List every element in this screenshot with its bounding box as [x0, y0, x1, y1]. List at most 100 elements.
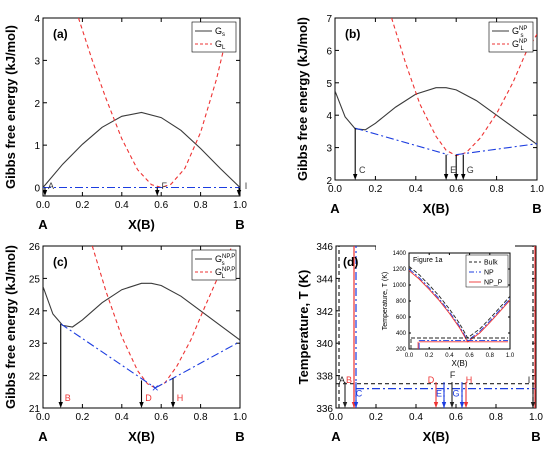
y-tick-label: 22 — [29, 372, 41, 383]
phase-point-label: G — [452, 389, 459, 399]
x-tick-label: 1.0 — [506, 353, 515, 359]
legend-box — [488, 21, 534, 53]
panel-label: (b) — [345, 27, 360, 41]
legend-label: GNP L — [512, 39, 527, 52]
y-tick-label: 24 — [29, 307, 41, 318]
drop-arrowhead — [443, 174, 449, 180]
tangent-point-marker: × — [152, 381, 159, 395]
drop-arrowhead — [461, 174, 466, 180]
legend-label: GL — [215, 39, 226, 51]
drop-label: C — [359, 165, 366, 175]
series-line-np_p — [409, 270, 510, 343]
y-axis-label: Gibbs free energy (kJ/mol) — [3, 25, 18, 189]
series-line-solid — [43, 282, 240, 341]
phase-point-label: I — [528, 375, 531, 385]
series-line-solid — [43, 111, 240, 188]
x-tick-label: 0.8 — [194, 412, 208, 423]
x-tick-label: 0.8 — [486, 353, 495, 359]
x-tick-label: 0.0 — [36, 412, 50, 423]
legend-label-sup: NP — [519, 26, 527, 32]
drop-arrowhead — [170, 402, 176, 408]
legend-label-sup: NP,P — [222, 267, 235, 273]
drop-arrowhead — [454, 174, 459, 180]
y-axis-label: Gibbs free energy (kJ/mol) — [3, 245, 18, 409]
y-tick-label: 340 — [316, 339, 333, 350]
y-tick-label: 4 — [34, 14, 40, 25]
drop-label: D — [145, 393, 152, 403]
x-tick-label: 0.6 — [154, 412, 168, 423]
phase-point-label: E — [436, 389, 442, 399]
y-tick-label: 1000 — [393, 283, 407, 289]
x-axis-label: X(B) — [128, 217, 155, 232]
x-tick-label: 0.6 — [465, 353, 474, 359]
x-axis-label: X(B) — [128, 429, 155, 444]
drop-arrowhead — [463, 402, 469, 408]
drop-label: H — [177, 393, 184, 403]
y-tick-label: 6 — [326, 46, 332, 57]
y-tick-label: 1 — [34, 141, 40, 152]
y-tick-label: 2 — [326, 176, 332, 187]
panel-label: (a) — [53, 27, 68, 41]
x-tick-label: 1.0 — [233, 200, 247, 211]
inset-legend-label: NP — [484, 270, 494, 277]
y-tick-label: 800 — [396, 299, 407, 305]
x-tick-label: 1.0 — [529, 412, 543, 423]
chart-panel-b: 0.0 0.2 0.4 0.6 0.8 1.0 2 3 4 5 6 7 X(B) Gibbs free e… — [295, 14, 544, 216]
x-tick-label: 0.2 — [425, 353, 434, 359]
y-tick-label: 200 — [396, 347, 407, 353]
inset-title: Figure 1a — [413, 257, 443, 264]
drop-arrowhead — [42, 190, 48, 196]
x-tick-label: 0.4 — [115, 412, 129, 423]
chart-panel-d: 0.0 0.2 0.4 0.6 0.8 1.0 336 338 340 342 344 346 X(B)… — [296, 242, 543, 444]
x-tick-label: 0.0 — [328, 184, 342, 195]
y-tick-label: 26 — [29, 242, 41, 253]
inset-y-axis-label: Temperature, T (K) — [382, 272, 389, 331]
y-tick-label: 336 — [316, 404, 333, 415]
x-tick-label: 0.4 — [115, 200, 129, 211]
drop-arrowhead — [441, 402, 447, 408]
legend-label-sub: s — [521, 33, 524, 39]
y-tick-label: 3 — [326, 144, 332, 155]
y-tick-label: 21 — [29, 404, 41, 415]
phase-point-label: H — [466, 375, 473, 385]
y-tick-label: 342 — [316, 307, 333, 318]
y-tick-label: 344 — [316, 274, 333, 285]
y-tick-label: 600 — [396, 315, 407, 321]
y-tick-label: 4 — [326, 111, 332, 122]
x-tick-label: 0.6 — [449, 184, 463, 195]
y-tick-label: 0 — [34, 184, 40, 195]
endpoint-label-a: A — [38, 429, 48, 444]
inset-legend-label: NP_P — [484, 280, 503, 287]
y-tick-label: 1200 — [393, 267, 407, 273]
endpoint-label-a: A — [38, 217, 48, 232]
legend-box — [191, 21, 237, 53]
endpoint-label-a: A — [330, 201, 340, 216]
endpoint-label-b: B — [531, 429, 540, 444]
x-tick-label: 1.0 — [233, 412, 247, 423]
panel-label: (c) — [53, 255, 68, 269]
x-tick-label: 0.6 — [449, 412, 463, 423]
drop-label: G — [467, 165, 474, 175]
legend-label-sub: L — [222, 274, 226, 280]
series-line-np — [409, 268, 510, 342]
chart-panel-a: 0.0 0.2 0.4 0.6 0.8 1.0 0 1 2 3 4 X(B) Gibbs free en… — [3, 14, 247, 232]
y-axis-label: Temperature, T (K) — [296, 270, 311, 385]
y-tick-label: 2 — [34, 99, 40, 110]
x-tick-label: 0.2 — [75, 412, 89, 423]
y-tick-label: 400 — [396, 331, 407, 337]
drop-label: F — [162, 181, 168, 191]
legend-label-sub: L — [521, 46, 525, 52]
x-tick-label: 0.8 — [490, 184, 504, 195]
drop-arrowhead — [236, 190, 242, 196]
y-tick-label: 1400 — [393, 251, 407, 257]
y-tick-label: 338 — [316, 372, 333, 383]
plot-frame — [334, 17, 538, 181]
inset-legend-label: Bulk — [484, 260, 498, 267]
drop-arrowhead — [353, 402, 359, 408]
y-tick-label: 346 — [316, 242, 333, 253]
drop-arrowhead — [433, 402, 439, 408]
drop-arrowhead — [155, 190, 160, 196]
inset-x-axis-label: X(B) — [452, 359, 468, 368]
drop-label: E — [450, 165, 456, 175]
